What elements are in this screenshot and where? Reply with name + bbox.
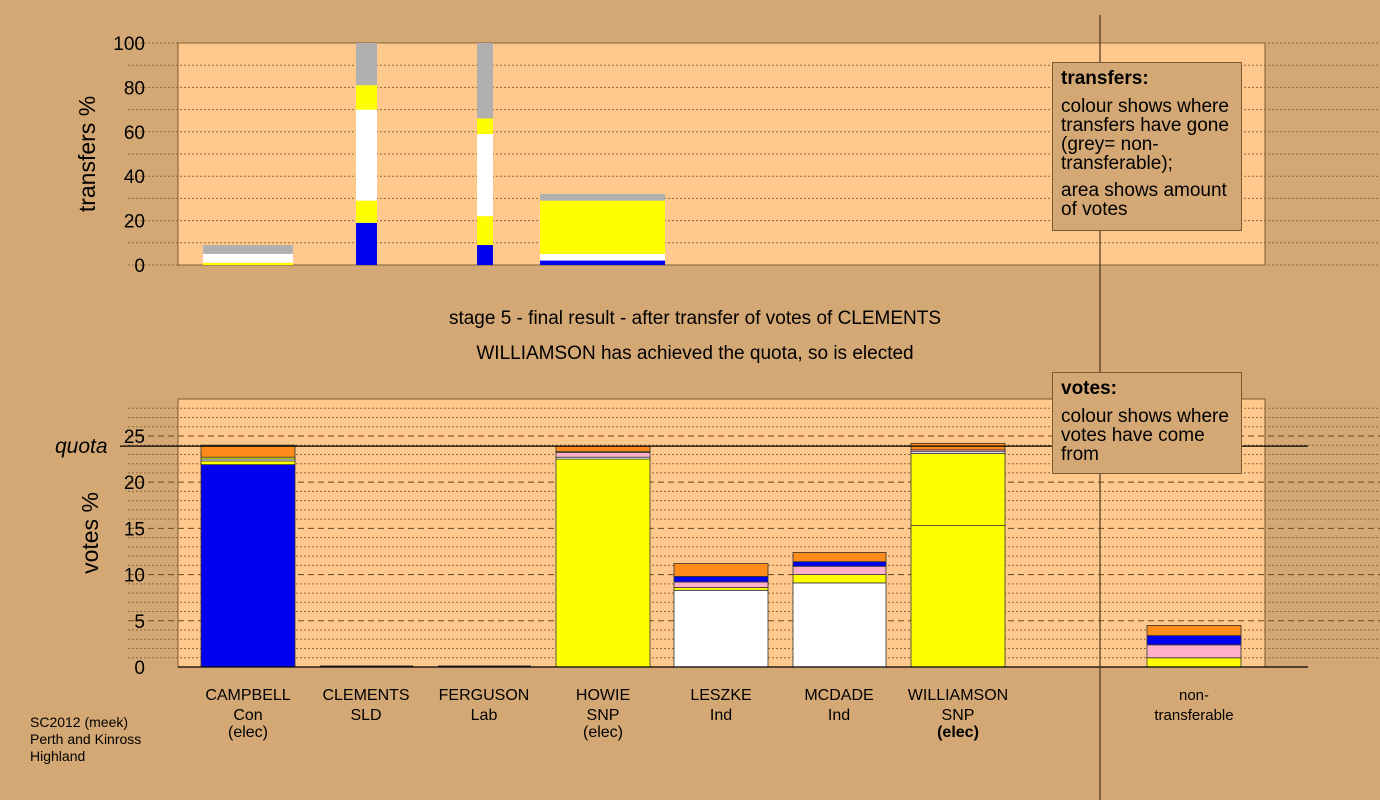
candidate-name-ferguson: FERGUSON bbox=[439, 687, 530, 704]
votes-y-axis-label: votes % bbox=[77, 492, 103, 574]
candidate-name-non: non- bbox=[1179, 687, 1209, 704]
vote-bar-mcdade-white bbox=[792, 582, 887, 668]
vote-bar-leszke-white bbox=[673, 589, 769, 668]
chart-title-stage: stage 5 - final result - after transfer … bbox=[448, 308, 942, 329]
candidate-name-campbell: CAMPBELL bbox=[205, 687, 290, 704]
transfer-bar-clements-yellow bbox=[356, 85, 377, 110]
footer-info: SC2012 (meek) Perth and Kinross Highland bbox=[30, 714, 141, 765]
vote-bar-leszke-blue bbox=[673, 576, 769, 583]
candidate-party-non: transferable bbox=[1154, 707, 1233, 724]
transfers-y-tick-label: 100 bbox=[113, 34, 145, 55]
votes-y-tick-label: 5 bbox=[134, 612, 145, 633]
votes-y-tick-label: 25 bbox=[124, 427, 145, 448]
vote-bar-non-transferable-yellow bbox=[1146, 657, 1242, 668]
footer-region: Highland bbox=[30, 748, 86, 764]
candidate-party-mcdade: Ind bbox=[828, 707, 850, 724]
transfers-y-tick-label: 60 bbox=[124, 123, 145, 144]
quota-label: quota bbox=[55, 435, 108, 458]
vote-bar-leszke-pink bbox=[673, 581, 769, 588]
votes-legend-text: colour shows where votes have come from bbox=[1061, 406, 1229, 465]
vote-bar-mcdade-yellow bbox=[792, 574, 887, 584]
transfer-bar-ferguson-white bbox=[477, 134, 493, 217]
vote-bar-williamson-yellow bbox=[910, 453, 1006, 527]
candidate-party-williamson: SNP bbox=[942, 707, 975, 724]
candidate-party-clements: SLD bbox=[350, 707, 381, 724]
transfer-bar-ferguson-yellow bbox=[477, 216, 493, 246]
transfers-legend-area-text: area shows amount of votes bbox=[1061, 180, 1227, 220]
votes-legend: votes: colour shows where votes have com… bbox=[1052, 372, 1242, 474]
votes-legend-heading: votes: bbox=[1061, 378, 1117, 399]
candidate-party-ferguson: Lab bbox=[471, 707, 498, 724]
candidate-name-clements: CLEMENTS bbox=[322, 687, 409, 704]
candidate-party-campbell: Con bbox=[233, 707, 262, 724]
transfers-y-tick-label: 40 bbox=[124, 167, 145, 188]
candidate-name-mcdade: MCDADE bbox=[804, 687, 873, 704]
transfer-bar-clements-yellow bbox=[356, 200, 377, 223]
vote-bar-leszke-yellow bbox=[673, 587, 769, 591]
transfers-legend-text: colour shows where transfers have gone (… bbox=[1061, 96, 1229, 174]
votes-y-tick-label: 10 bbox=[124, 566, 145, 587]
candidate-party-howie: SNP bbox=[587, 707, 620, 724]
vote-bar-campbell-orange bbox=[200, 444, 296, 458]
transfer-bar-howie-blue bbox=[540, 260, 665, 265]
candidate-name-williamson: WILLIAMSON bbox=[908, 687, 1008, 704]
votes-y-tick-label: 0 bbox=[134, 658, 145, 679]
candidate-status-williamson: (elec) bbox=[937, 724, 979, 741]
transfer-bar-clements-white bbox=[356, 109, 377, 201]
vote-bar-howie-orange bbox=[555, 445, 651, 453]
candidate-status-campbell: (elec) bbox=[228, 724, 268, 741]
transfer-bar-campbell-white bbox=[203, 253, 293, 263]
transfer-bar-howie-white bbox=[540, 253, 665, 261]
transfers-y-tick-label: 20 bbox=[124, 212, 145, 233]
vote-bar-mcdade-pink bbox=[792, 565, 887, 575]
footer-election: SC2012 (meek) bbox=[30, 714, 129, 730]
transfer-bar-campbell-grey bbox=[203, 245, 293, 254]
votes-y-tick-label: 15 bbox=[124, 519, 145, 540]
vote-bar-mcdade-blue bbox=[792, 561, 887, 567]
transfer-bar-ferguson-blue bbox=[477, 245, 493, 265]
vote-bar-non-transferable-blue bbox=[1146, 635, 1242, 646]
chart-title-result: WILLIAMSON has achieved the quota, so is… bbox=[476, 343, 914, 364]
transfers-y-axis-label: transfers % bbox=[74, 96, 100, 212]
transfer-bar-howie-yellow bbox=[540, 200, 665, 254]
vote-bar-campbell-yellow bbox=[200, 460, 296, 466]
vote-bar-leszke-orange bbox=[673, 563, 769, 577]
transfer-bar-clements-grey bbox=[356, 43, 377, 86]
transfer-bar-campbell-yellow bbox=[203, 262, 293, 265]
transfer-bar-ferguson-grey bbox=[477, 43, 493, 119]
footer-council: Perth and Kinross bbox=[30, 731, 142, 747]
vote-bar-howie-pink bbox=[555, 452, 651, 458]
vote-bar-howie-yellow bbox=[555, 458, 651, 668]
candidate-name-howie: HOWIE bbox=[576, 687, 630, 704]
vote-bar-non-transferable-orange bbox=[1146, 625, 1242, 636]
candidate-name-leszke: LESZKE bbox=[690, 687, 751, 704]
transfer-bar-clements-blue bbox=[356, 222, 377, 265]
transfers-legend: transfers: colour shows where transfers … bbox=[1052, 62, 1242, 231]
candidate-party-leszke: Ind bbox=[710, 707, 732, 724]
candidate-status-howie: (elec) bbox=[583, 724, 623, 741]
transfer-bar-ferguson-yellow bbox=[477, 118, 493, 135]
vote-bar-mcdade-orange bbox=[792, 552, 887, 563]
transfer-bar-howie-grey bbox=[540, 193, 665, 201]
transfers-legend-heading: transfers: bbox=[1061, 68, 1149, 89]
vote-bar-campbell-blue bbox=[200, 464, 296, 668]
votes-y-tick-label: 20 bbox=[124, 473, 145, 494]
vote-bar-williamson-yellow bbox=[910, 525, 1006, 668]
vote-bar-non-transferable-pink bbox=[1146, 644, 1242, 659]
transfers-y-tick-label: 0 bbox=[134, 256, 145, 277]
transfers-y-tick-label: 80 bbox=[124, 78, 145, 99]
